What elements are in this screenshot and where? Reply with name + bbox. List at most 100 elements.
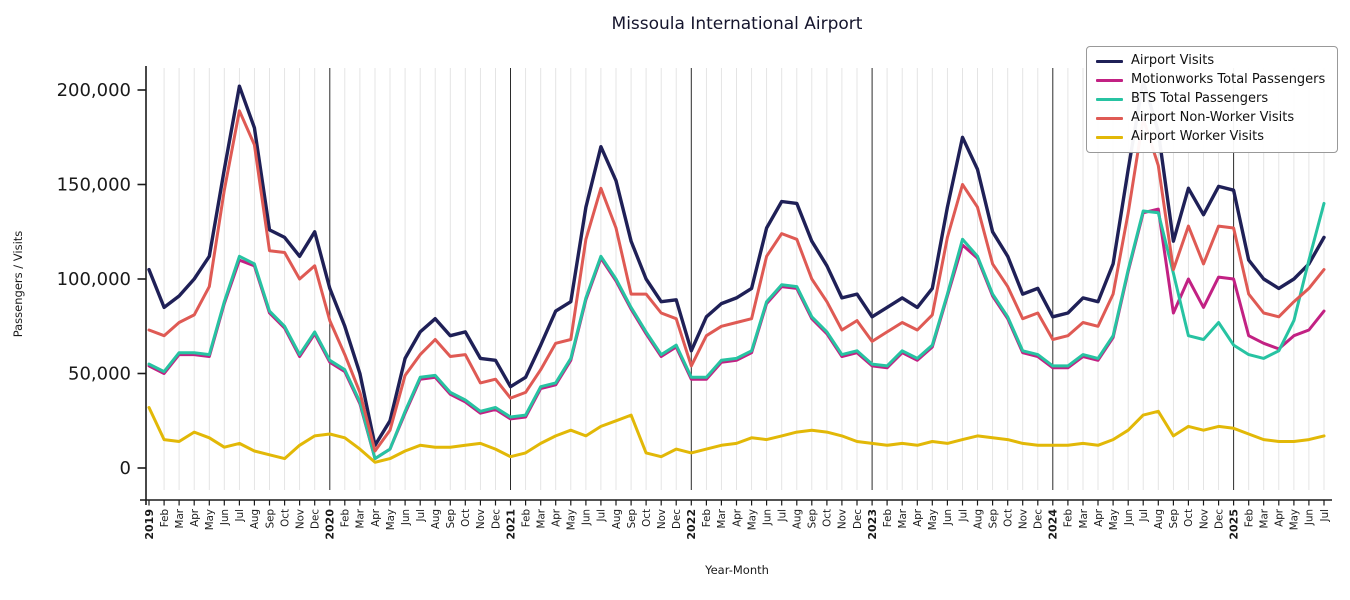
svg-text:Mar: Mar (536, 508, 548, 528)
svg-text:Feb: Feb (882, 509, 894, 527)
svg-text:Sep: Sep (1168, 509, 1180, 528)
svg-text:Dec: Dec (671, 509, 683, 529)
svg-text:May: May (385, 509, 397, 530)
svg-text:200,000: 200,000 (57, 80, 131, 101)
svg-text:Dec: Dec (1033, 509, 1045, 529)
svg-text:Sep: Sep (987, 509, 999, 528)
svg-text:Nov: Nov (1198, 509, 1210, 529)
svg-text:Nov: Nov (837, 509, 849, 529)
svg-text:Aug: Aug (1153, 509, 1165, 529)
svg-text:Jun: Jun (400, 509, 412, 526)
svg-text:Apr: Apr (370, 508, 382, 527)
svg-text:2025: 2025 (1227, 509, 1240, 540)
svg-text:Dec: Dec (1213, 509, 1225, 529)
svg-text:Oct: Oct (1003, 509, 1015, 527)
legend-label: Airport Non-Worker Visits (1131, 109, 1295, 125)
svg-text:Aug: Aug (972, 509, 984, 529)
legend-item-3: Airport Non-Worker Visits (1096, 109, 1325, 126)
svg-text:May: May (204, 509, 216, 530)
svg-text:Apr: Apr (189, 508, 201, 527)
legend-label: Airport Worker Visits (1131, 128, 1265, 144)
y-axis-label: Passengers / Visits (11, 231, 25, 338)
svg-text:Jun: Jun (1123, 509, 1135, 526)
legend-line-swatch (1096, 97, 1123, 101)
legend-line-swatch (1096, 59, 1123, 63)
svg-text:0: 0 (120, 458, 131, 479)
svg-text:Oct: Oct (822, 509, 834, 527)
svg-text:100,000: 100,000 (57, 269, 131, 290)
svg-text:Oct: Oct (460, 509, 472, 527)
svg-text:Jun: Jun (581, 509, 593, 526)
legend-label: Motionworks Total Passengers (1131, 71, 1326, 87)
legend-label: BTS Total Passengers (1131, 90, 1269, 106)
svg-text:2023: 2023 (866, 509, 879, 540)
svg-text:Dec: Dec (490, 509, 502, 529)
svg-text:2024: 2024 (1047, 509, 1060, 540)
svg-text:Feb: Feb (340, 509, 352, 527)
svg-text:Nov: Nov (294, 509, 306, 529)
svg-text:Oct: Oct (279, 509, 291, 527)
svg-text:Aug: Aug (611, 509, 623, 529)
svg-text:Oct: Oct (1183, 509, 1195, 527)
svg-text:2020: 2020 (324, 509, 337, 540)
svg-text:Dec: Dec (310, 509, 322, 529)
svg-text:Dec: Dec (852, 509, 864, 529)
svg-text:Feb: Feb (1244, 509, 1256, 527)
svg-text:Jul: Jul (596, 509, 608, 522)
svg-text:Apr: Apr (551, 508, 563, 527)
svg-text:May: May (927, 509, 939, 530)
legend-item-0: Airport Visits (1096, 53, 1325, 69)
svg-text:May: May (1289, 509, 1301, 530)
svg-text:Mar: Mar (1259, 508, 1271, 528)
svg-text:Sep: Sep (626, 509, 638, 528)
svg-text:Jun: Jun (1304, 509, 1316, 526)
legend-item-1: Motionworks Total Passengers (1096, 71, 1326, 88)
svg-text:Nov: Nov (656, 509, 668, 529)
svg-text:Jun: Jun (761, 509, 773, 526)
gridlines (163, 68, 1325, 490)
svg-text:50,000: 50,000 (68, 364, 131, 385)
svg-text:Sep: Sep (807, 509, 819, 528)
legend-line-swatch (1096, 116, 1123, 120)
legend-line-swatch (1096, 135, 1123, 139)
svg-text:Mar: Mar (355, 508, 367, 528)
svg-text:Aug: Aug (430, 509, 442, 529)
svg-text:Jun: Jun (942, 509, 954, 526)
svg-text:Mar: Mar (716, 508, 728, 528)
svg-text:150,000: 150,000 (57, 175, 131, 196)
svg-text:May: May (1108, 509, 1120, 530)
svg-text:Jul: Jul (1138, 509, 1150, 522)
svg-text:Mar: Mar (897, 508, 909, 528)
svg-text:Feb: Feb (159, 509, 171, 527)
svg-text:2019: 2019 (143, 509, 156, 540)
svg-text:Mar: Mar (1078, 508, 1090, 528)
svg-text:Nov: Nov (1018, 509, 1030, 529)
svg-text:Aug: Aug (249, 509, 261, 529)
svg-text:Oct: Oct (641, 509, 653, 527)
svg-text:Sep: Sep (264, 509, 276, 528)
svg-text:Feb: Feb (1063, 509, 1075, 527)
svg-text:Apr: Apr (1093, 508, 1105, 527)
svg-text:Apr: Apr (731, 508, 743, 527)
svg-text:2022: 2022 (685, 509, 698, 540)
svg-text:2021: 2021 (504, 509, 517, 540)
svg-text:Mar: Mar (174, 508, 186, 528)
data-series (147, 78, 1326, 464)
svg-text:Jul: Jul (1319, 509, 1331, 522)
legend: Airport Visits Motionworks Total Passenge… (1086, 46, 1339, 153)
svg-text:Feb: Feb (520, 509, 532, 527)
svg-text:Jul: Jul (234, 509, 246, 522)
legend-item-4: Airport Worker Visits (1096, 128, 1325, 145)
chart-title: Missoula International Airport (612, 14, 863, 34)
svg-text:Sep: Sep (445, 509, 457, 528)
legend-item-2: BTS Total Passengers (1096, 90, 1325, 107)
svg-text:Apr: Apr (1274, 508, 1286, 527)
svg-text:Nov: Nov (475, 509, 487, 529)
svg-text:Aug: Aug (792, 509, 804, 529)
svg-text:Apr: Apr (912, 508, 924, 527)
svg-text:Jul: Jul (415, 509, 427, 522)
svg-text:May: May (566, 509, 578, 530)
